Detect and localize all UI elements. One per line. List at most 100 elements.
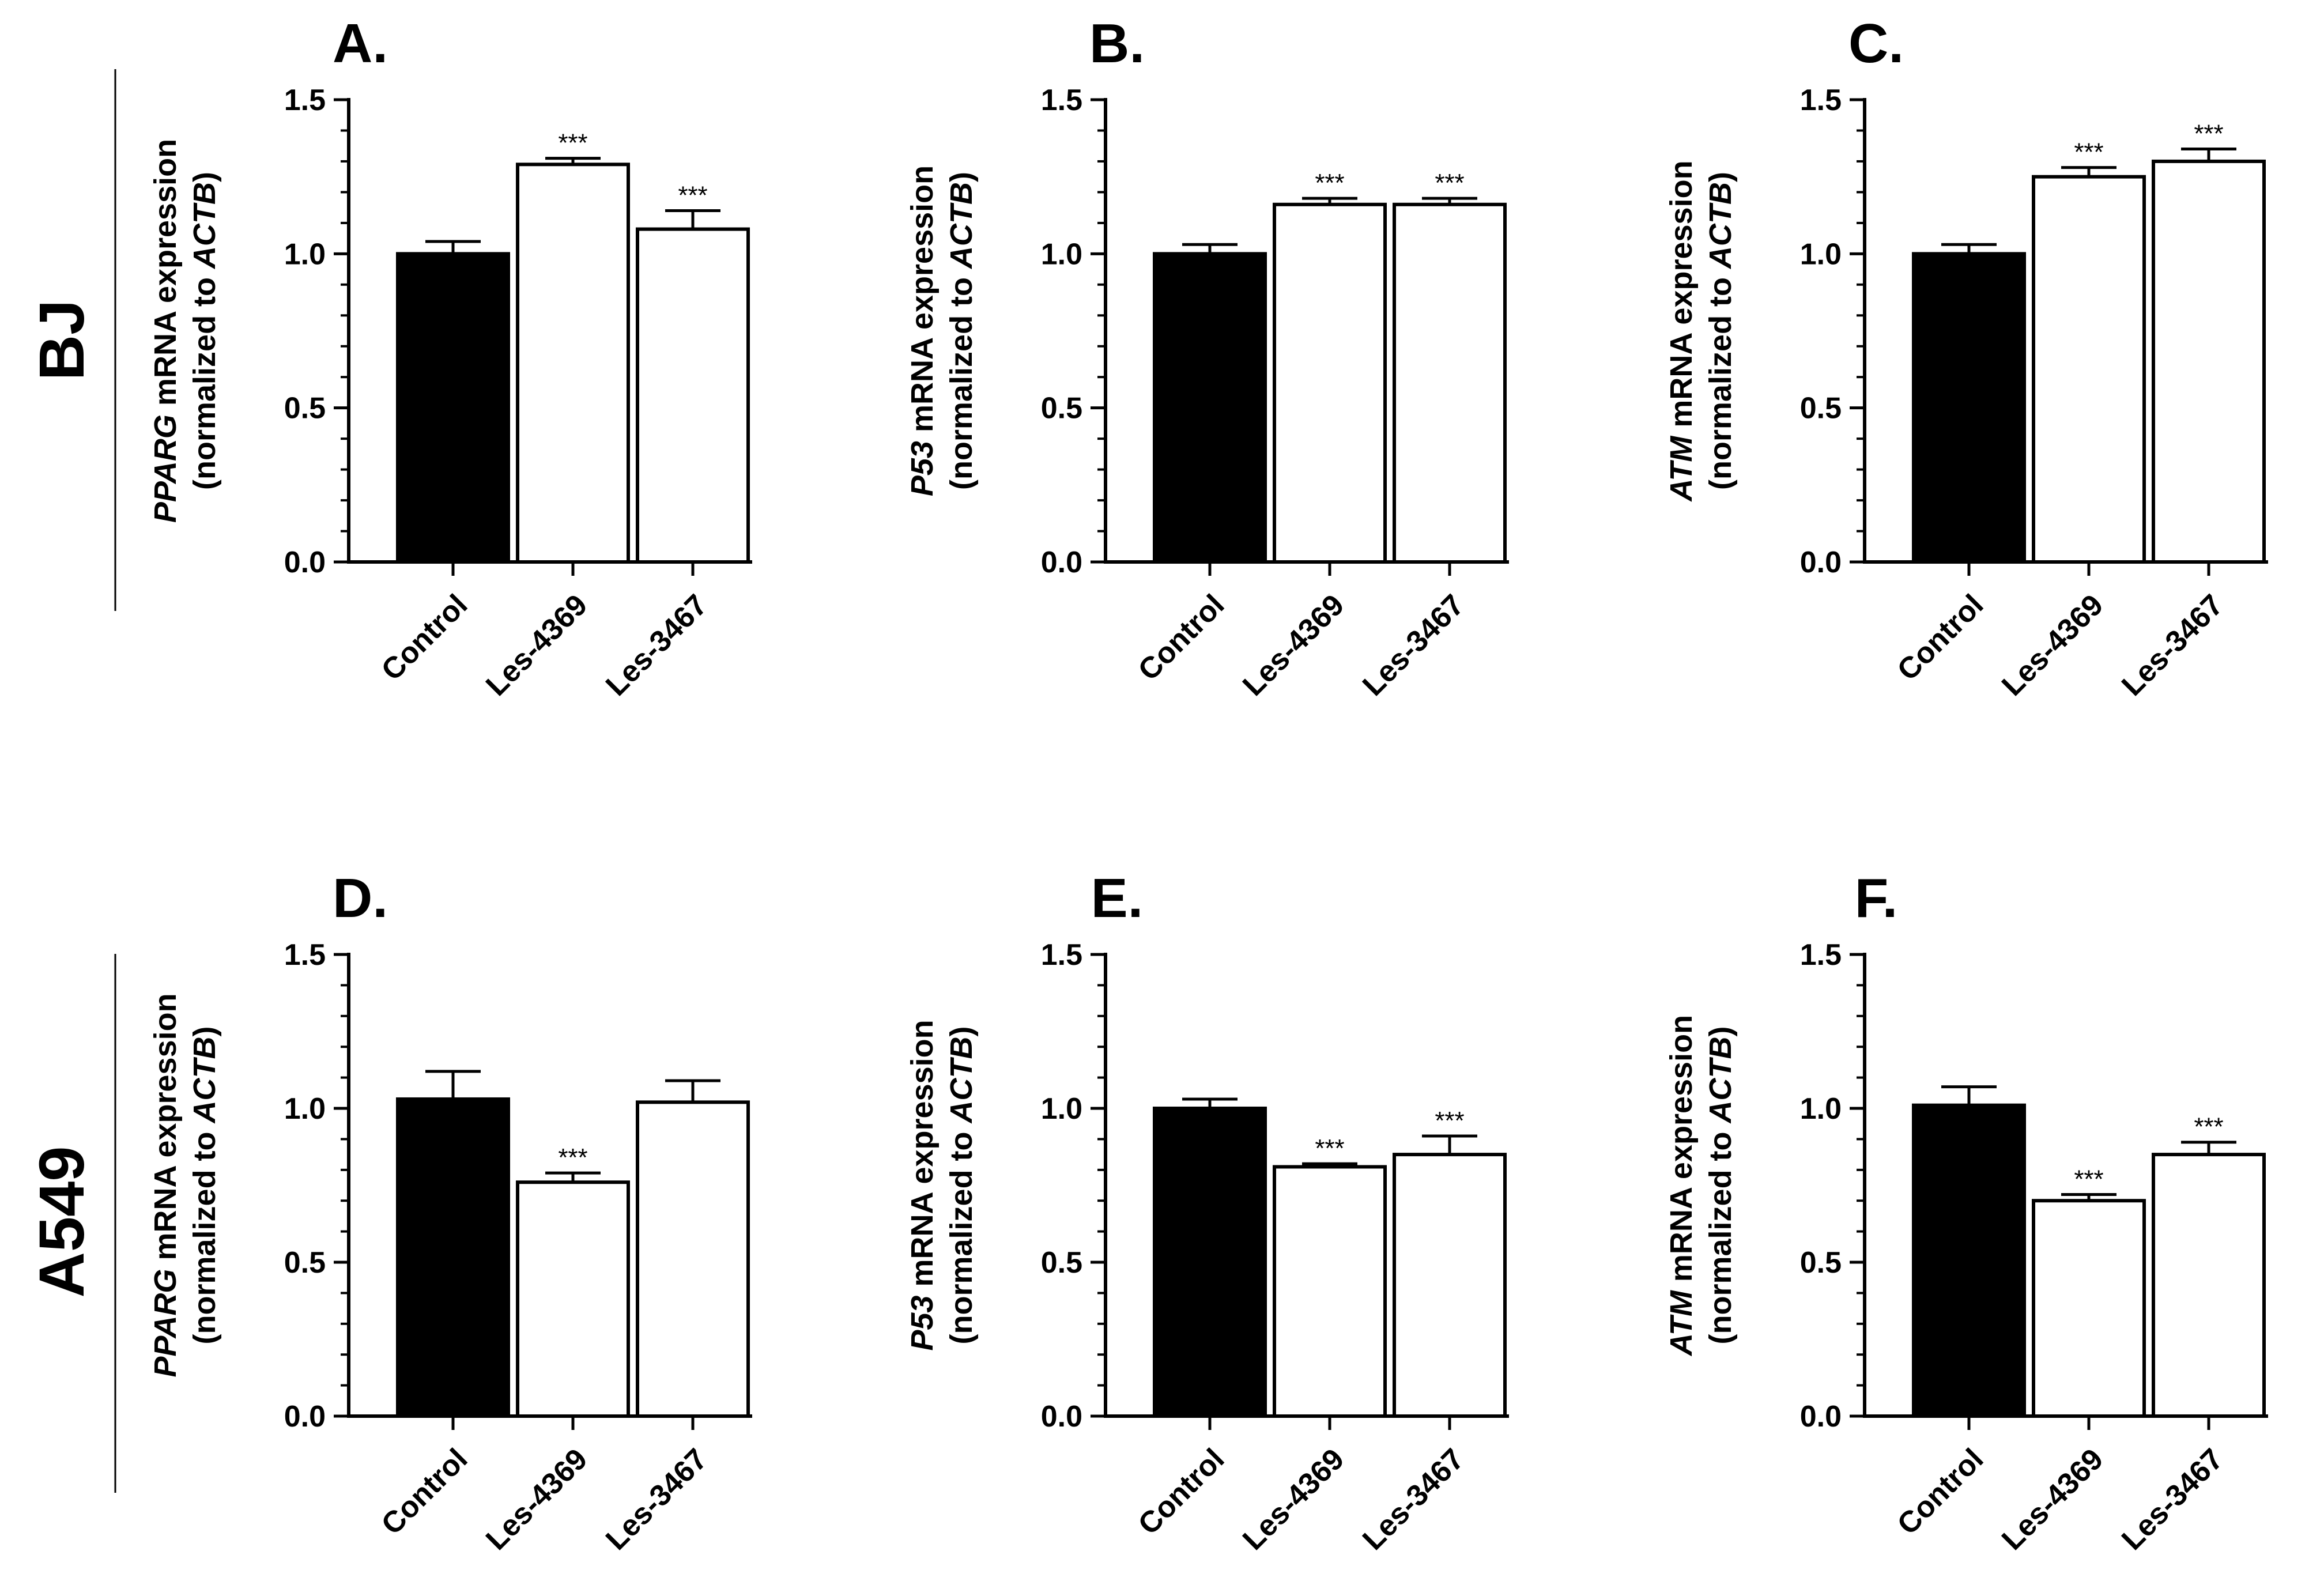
y-axis-ref-gene: ACTB [944,1036,979,1124]
x-category-label: Les-4369 [480,588,594,702]
x-category-label: Les-4369 [1236,1442,1350,1556]
significance-label: *** [1315,169,1344,197]
x-category-label: Control [1132,1442,1231,1541]
y-tick-label: 1.5 [1041,938,1082,972]
y-tick-label: 1.0 [1041,1092,1082,1126]
y-tick-label: 0.5 [284,392,326,425]
y-tick-label: 0.5 [284,1246,326,1280]
bar-les-3467 [1393,202,1507,564]
y-tick-label: 1.0 [1800,1092,1842,1126]
panel-letter: A. [333,13,388,74]
y-tick-label: 1.0 [1800,237,1842,271]
bar-control [1912,1103,2026,1418]
y-axis-label: PPARG mRNA expression (normalized to ACTB… [148,139,222,523]
y-tick-label: 0.5 [1041,392,1082,425]
bar-chart-panel: F. ATM mRNA expression (normalized to ACTB… [1664,867,2268,1557]
bar-chart-panel: C. ATM mRNA expression (normalized to ACTB… [1664,13,2268,703]
panel-letter: F. [1855,867,1898,929]
y-axis-gene: PPARG [148,1269,183,1378]
y-axis-label-text: mRNA expression [905,1020,940,1295]
y-tick-label: 0.0 [1800,1400,1842,1433]
x-category-label: Les-4369 [1236,588,1350,702]
y-axis-label-line2-suffix: ) [1703,1027,1738,1037]
x-category-label: Les-3467 [599,588,714,702]
x-category-label: Les-3467 [2115,588,2229,702]
y-tick-label: 1.5 [1800,938,1842,972]
y-axis-label-line2-prefix: (normalized to [187,1123,222,1344]
y-tick-label: 0.5 [1041,1246,1082,1280]
panel-letter: D. [333,867,388,929]
y-tick-label: 0.0 [1800,546,1842,579]
bar-chart-panel: D. PPARG mRNA expression (normalized to AC… [148,867,752,1557]
y-axis-label-line2-suffix: ) [944,1027,979,1037]
bar-les-3467 [636,227,750,564]
x-category-label: Les-3467 [599,1442,714,1556]
bar-les-4369 [1273,1165,1387,1418]
y-axis-label: ATM mRNA expression (normalized to ACTB) [1664,160,1738,502]
y-axis-label: ATM mRNA expression (normalized to ACTB) [1664,1015,1738,1357]
bar-control [1153,1107,1267,1418]
x-category-label: Les-4369 [1995,1442,2110,1556]
significance-label: *** [1315,1134,1344,1163]
y-axis-gene: P53 [905,441,940,496]
y-axis-label-line2-suffix: ) [1703,172,1738,182]
y-tick-label: 1.0 [284,237,326,271]
y-tick-label: 1.5 [284,84,326,117]
y-axis-gene: ATM [1664,436,1699,503]
bar-les-4369 [516,1180,630,1418]
panel-letter: E. [1091,867,1144,929]
bar-les-3467 [2152,1153,2266,1418]
significance-label: *** [2194,120,2223,148]
y-axis-label-text: mRNA expression [1664,160,1699,436]
bar-les-4369 [2032,1199,2146,1418]
y-axis-label-line2-suffix: ) [187,172,222,182]
y-tick-label: 0.0 [1041,1400,1082,1433]
x-category-label: Les-3467 [1356,588,1470,702]
y-axis-label-text: mRNA expression [905,165,940,441]
significance-label: *** [558,1144,587,1172]
y-axis-label-text: mRNA expression [148,139,183,414]
significance-label: *** [2074,138,2103,167]
y-axis-gene: PPARG [148,414,183,523]
y-tick-label: 1.0 [284,1092,326,1126]
bar-chart-panel: B. P53 mRNA expression (normalized to ACTB… [905,13,1509,703]
bar-control [1153,252,1267,564]
bar-control [396,252,510,564]
bar-chart-panel: A. PPARG mRNA expression (normalized to AC… [148,13,752,703]
y-axis-ref-gene: ACTB [944,182,979,270]
y-tick-label: 1.0 [1041,237,1082,271]
y-tick-label: 0.5 [1800,1246,1842,1280]
x-category-label: Les-4369 [1995,588,2110,702]
y-tick-label: 0.0 [1041,546,1082,579]
y-tick-label: 0.0 [284,546,326,579]
bar-les-4369 [516,163,630,564]
y-axis-label-line2-prefix: (normalized to [187,269,222,490]
x-category-label: Control [375,1442,474,1541]
significance-label: *** [558,129,587,157]
bar-les-3467 [2152,159,2266,564]
y-axis-label-text: mRNA expression [148,993,183,1269]
bar-chart-panel: E. P53 mRNA expression (normalized to ACTB… [905,867,1509,1557]
y-axis-label-line2-prefix: (normalized to [944,269,979,490]
y-axis-label-line2-prefix: (normalized to [1703,1123,1738,1344]
panel-letter: C. [1848,13,1904,74]
y-axis-label-line2-prefix: (normalized to [1703,269,1738,490]
bar-les-3467 [1393,1153,1507,1418]
x-category-label: Control [1891,1442,1990,1541]
bar-les-4369 [1273,202,1387,564]
significance-label: *** [678,181,707,209]
y-axis-ref-gene: ACTB [1703,1036,1738,1124]
row-label-bj: BJ [27,300,97,381]
y-axis-gene: P53 [905,1296,940,1351]
y-axis-label: P53 mRNA expression (normalized to ACTB) [905,165,979,496]
y-tick-label: 1.5 [1800,84,1842,117]
bar-control [1912,252,2026,564]
y-tick-label: 0.5 [1800,392,1842,425]
x-category-label: Les-4369 [480,1442,594,1556]
y-axis-label: P53 mRNA expression (normalized to ACTB) [905,1020,979,1350]
bar-les-4369 [2032,175,2146,564]
y-axis-gene: ATM [1664,1290,1699,1357]
y-axis-label-line2-suffix: ) [944,172,979,182]
panels-group: A.PPARG mRNA expression (normalized to AC… [148,13,2268,1557]
